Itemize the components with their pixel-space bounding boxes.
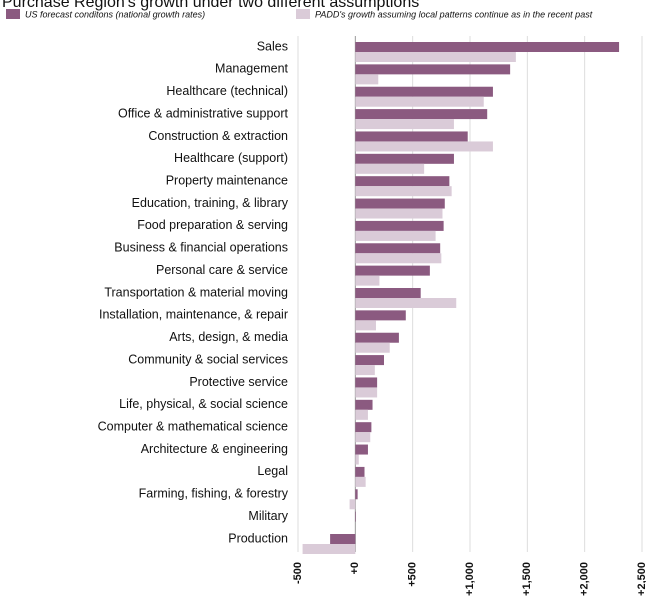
bar [355,511,356,522]
legend-label: US forecast conditons (national growth r… [25,9,205,19]
y-tick-label: Construction & extraction [148,129,288,143]
y-tick-label: Community & social services [128,352,288,366]
bar [355,230,436,241]
bar [355,86,493,97]
bar [355,74,379,85]
y-tick-label: Business & financial operations [114,241,288,255]
x-tick-label: +2,000 [579,562,591,596]
y-tick-label: Personal care & service [156,263,288,277]
bar [355,163,425,174]
y-tick-label: Healthcare (support) [174,151,288,165]
chart-title: Purchase Region's growth under two diffe… [2,0,419,11]
y-tick-label: Computer & mathematical science [98,419,288,433]
bar [355,342,390,353]
bar [355,288,421,298]
bar [355,377,378,388]
y-tick-label: Protective service [189,375,288,389]
bar [355,153,454,164]
x-tick-label: +1,000 [464,562,476,596]
bar [355,320,376,331]
bar [355,265,430,276]
bar [355,332,399,343]
bar [355,52,516,62]
bar [355,198,445,209]
bar [355,432,371,443]
bar [355,489,358,500]
x-tick-label: +500 [407,562,419,587]
bar [355,466,365,477]
bar [355,275,380,286]
legend-swatch [6,9,20,19]
bar [355,42,620,52]
bar [355,176,450,187]
bar [355,476,366,487]
y-tick-label: Transportation & material moving [104,285,288,299]
bar [355,444,368,455]
x-tick-label: -500 [292,562,304,584]
bar [355,422,372,433]
legend-swatch [296,9,310,19]
y-tick-label: Office & administrative support [118,106,289,120]
x-tick-label: +0 [349,562,361,575]
bar [355,119,454,130]
bar [355,387,378,398]
bar [355,355,384,366]
legend-label: PADD's growth assuming local patterns co… [315,9,593,19]
bar [355,365,375,376]
y-tick-label: Healthcare (technical) [166,84,288,98]
bar [355,399,373,410]
bar [355,253,442,264]
bar [355,243,441,254]
y-tick-label: Installation, maintenance, & repair [99,308,288,322]
bar [349,499,356,510]
bar [355,208,443,219]
bar [355,454,359,465]
bar [355,141,493,152]
x-tick-label: +1,500 [521,562,533,596]
bar [355,298,457,308]
x-tick-label: +2,500 [636,562,646,596]
y-tick-label: Education, training, & library [132,196,289,210]
y-tick-label: Food preparation & serving [137,218,288,232]
bar [355,220,444,231]
y-tick-label: Life, physical, & social science [119,397,288,411]
y-tick-label: Production [228,531,288,545]
y-tick-label: Management [215,62,288,76]
bar [330,534,356,544]
bar [302,544,356,554]
bar [355,409,368,420]
y-tick-label: Property maintenance [166,173,288,187]
bar [355,310,406,321]
bar [355,64,511,75]
y-tick-label: Sales [257,39,288,53]
y-tick-label: Architecture & engineering [141,442,288,456]
y-tick-label: Legal [257,464,288,478]
bar [355,131,468,142]
bar [355,186,452,197]
y-tick-label: Farming, fishing, & forestry [139,487,289,501]
y-tick-label: Military [248,509,288,523]
y-tick-label: Arts, design, & media [169,330,288,344]
bar [355,109,488,120]
bar [355,96,484,107]
